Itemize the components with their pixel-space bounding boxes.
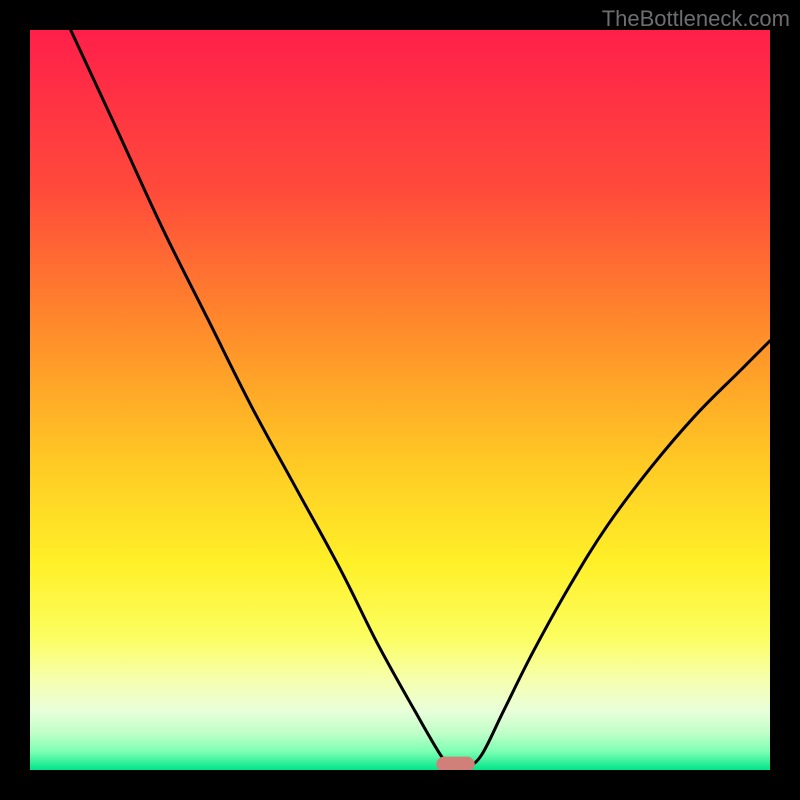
watermark-text: TheBottleneck.com — [602, 6, 790, 32]
plot-area — [30, 30, 770, 770]
chart-stage: TheBottleneck.com — [0, 0, 800, 800]
